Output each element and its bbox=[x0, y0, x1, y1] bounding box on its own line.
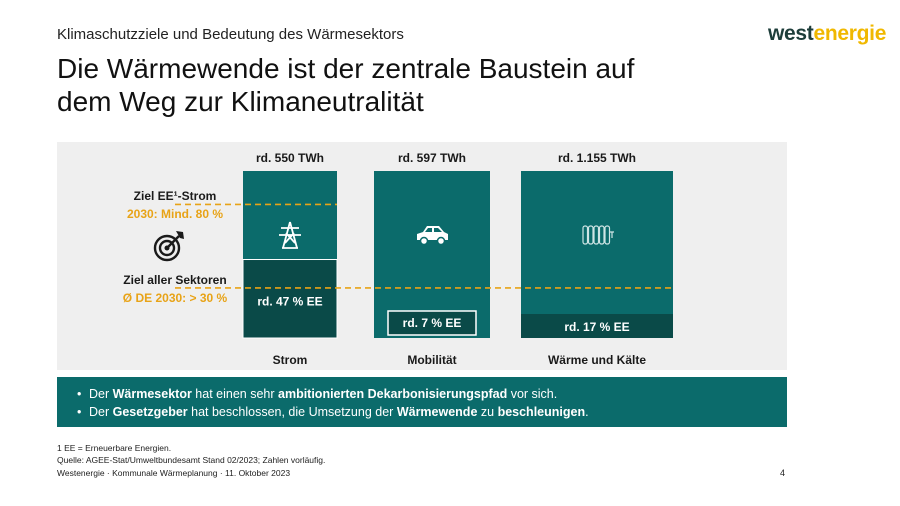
target-ee-strom-label: Ziel EE¹-Strom bbox=[134, 189, 217, 203]
bar-waerme-total-label: rd. 1.155 TWh bbox=[558, 151, 636, 165]
key-message-box: Der Wärmesektor hat einen sehr ambitioni… bbox=[57, 377, 787, 427]
category-label-mobilitaet: Mobilität bbox=[407, 353, 456, 367]
bar-waerme-total bbox=[521, 171, 673, 338]
footnote-ee: 1 EE = Erneuerbare Energien. bbox=[57, 443, 172, 453]
bar-mobilitaet-ee-share bbox=[387, 310, 477, 336]
bar-strom-total-label: rd. 550 TWh bbox=[256, 151, 324, 165]
radiator-icon bbox=[582, 225, 614, 245]
logo-energie: energie bbox=[813, 22, 887, 45]
key-message-2: Der Gesetzgeber hat beschlossen, die Ums… bbox=[77, 403, 787, 421]
sector-chart: Ziel EE¹-Strom 2030: Mind. 80 % Ziel all… bbox=[123, 151, 673, 367]
logo-west: west bbox=[768, 22, 814, 45]
page-number: 4 bbox=[780, 468, 786, 478]
bar-mobilitaet: rd. 597 TWh Mobilität rd. 7 % EE bbox=[374, 151, 490, 367]
slide-title-line2: dem Weg zur Klimaneutralität bbox=[57, 86, 424, 117]
target-all-sectors-value: Ø DE 2030: > 30 % bbox=[123, 291, 228, 305]
slide-subtitle: Klimaschutzziele und Bedeutung des Wärme… bbox=[57, 26, 404, 43]
footer-meta: Westenergie · Kommunale Wärmeplanung · 1… bbox=[57, 468, 291, 478]
target-ee-strom-value: 2030: Mind. 80 % bbox=[127, 207, 223, 221]
bar-strom: rd. 550 TWh Strom rd. 47 % EE bbox=[242, 151, 338, 367]
target-all-sectors-label: Ziel aller Sektoren bbox=[123, 273, 226, 287]
bar-strom-ee-label: rd. 47 % EE bbox=[257, 295, 322, 309]
key-message-1: Der Wärmesektor hat einen sehr ambitioni… bbox=[77, 385, 787, 403]
slide-title: Die Wärmewende ist der zentrale Baustein… bbox=[57, 52, 757, 118]
slide-title-line1: Die Wärmewende ist der zentrale Baustein… bbox=[57, 53, 635, 84]
footnote-source: Quelle: AGEE-Stat/Umweltbundesamt Stand … bbox=[57, 455, 326, 465]
bar-mobilitaet-total-label: rd. 597 TWh bbox=[398, 151, 466, 165]
bar-strom-ee-share bbox=[242, 259, 338, 339]
car-icon bbox=[417, 226, 448, 246]
target-icon bbox=[153, 231, 184, 262]
bar-mobilitaet-total bbox=[374, 171, 490, 338]
category-label-waerme: Wärme und Kälte bbox=[548, 353, 646, 367]
power-pylon-icon bbox=[279, 221, 301, 249]
bar-waerme-ee-label: rd. 17 % EE bbox=[564, 320, 629, 334]
bar-mobilitaet-ee-label: rd. 7 % EE bbox=[403, 316, 462, 330]
bar-waerme: rd. 1.155 TWh Wärme und Kälte rd. 17 % EE bbox=[521, 151, 673, 367]
westenergie-logo: westenergie bbox=[768, 22, 886, 46]
bar-waerme-ee-share bbox=[521, 314, 673, 338]
category-label-strom: Strom bbox=[273, 353, 308, 367]
